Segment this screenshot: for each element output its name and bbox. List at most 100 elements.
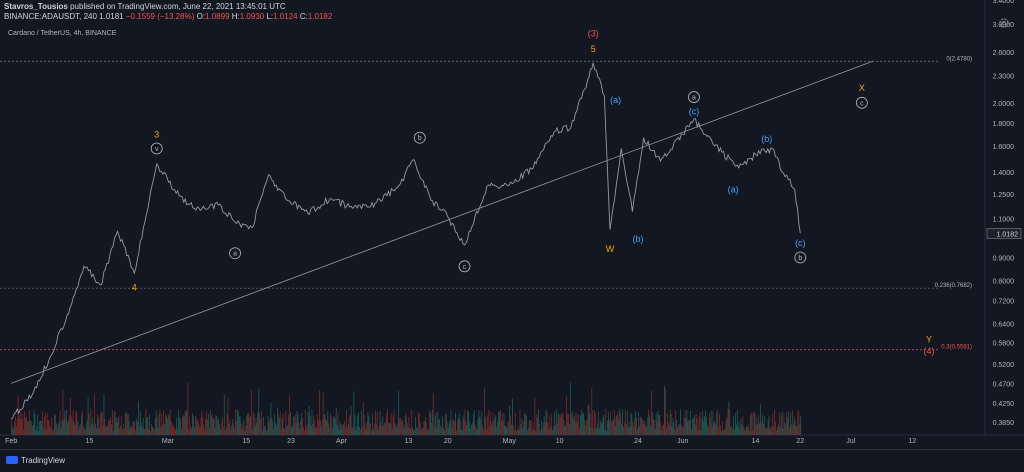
volume-bar (568, 413, 569, 435)
volume-bar (422, 427, 424, 435)
volume-bar (357, 416, 359, 435)
fib-level-label: 0.236(0.7682) (935, 283, 972, 289)
volume-bar (715, 424, 717, 435)
volume-bar (626, 410, 628, 435)
volume-bar (535, 430, 537, 435)
volume-bar (501, 412, 503, 435)
volume-bar (69, 397, 71, 435)
x-tick-label: 15 (86, 438, 94, 445)
tradingview-logo-icon (6, 456, 18, 464)
volume-bar (453, 420, 455, 435)
volume-bar (104, 419, 106, 435)
symbol-label[interactable]: BINANCE:ADAUSDT, 240 (4, 12, 97, 21)
volume-bar (240, 423, 242, 435)
volume-bar (107, 426, 109, 435)
volume-bar (276, 425, 277, 435)
volume-bar (386, 413, 387, 435)
volume-bar (283, 427, 285, 435)
volume-bar (384, 423, 386, 435)
volume-bar (144, 429, 146, 435)
volume-bar (423, 421, 425, 435)
volume-bar (119, 428, 121, 435)
volume-bar (497, 421, 498, 435)
volume-bar (443, 427, 444, 435)
volume-bar (608, 412, 609, 435)
volume-bar (454, 420, 456, 435)
volume-bar (407, 426, 409, 435)
volume-bar (388, 423, 389, 435)
volume-bar (533, 429, 535, 435)
volume-bar (244, 430, 246, 435)
volume-bar (374, 423, 375, 435)
volume-bar (319, 420, 321, 435)
volume-bar (782, 428, 784, 435)
volume-bar (208, 428, 210, 435)
volume-bar (792, 424, 794, 435)
volume-bar (332, 416, 334, 435)
volume-bar (354, 414, 356, 435)
volume-bar (75, 411, 77, 435)
volume-bar (499, 409, 501, 435)
volume-bar (718, 427, 720, 435)
volume-bar (732, 427, 734, 435)
volume-bar (471, 424, 472, 435)
volume-bar (527, 427, 529, 435)
volume-bar (786, 411, 788, 435)
volume-bar (142, 418, 144, 435)
volume-bar (364, 424, 366, 435)
volume-bar (69, 415, 70, 435)
volume-bar (597, 411, 599, 435)
volume-bar (277, 407, 278, 435)
volume-bar (506, 428, 508, 435)
wave-label: a (692, 95, 696, 102)
volume-bar (68, 419, 69, 435)
volume-bar (285, 410, 287, 435)
volume-bar (517, 426, 519, 435)
volume-bar (96, 428, 97, 435)
volume-bar (411, 409, 413, 435)
volume-bar (649, 415, 651, 435)
volume-bar (350, 406, 352, 435)
author-name[interactable]: Stavros_Tousios (4, 2, 68, 11)
volume-bar (765, 427, 767, 435)
volume-bar (250, 389, 252, 435)
volume-bar (370, 423, 372, 435)
volume-bar (471, 422, 473, 435)
volume-bar (198, 424, 200, 435)
volume-bar (316, 428, 318, 435)
volume-bar (273, 428, 275, 435)
volume-bar (416, 427, 417, 435)
volume-bar (143, 428, 145, 435)
volume-bar (200, 417, 202, 435)
volume-bar (704, 416, 706, 435)
y-tick-label: 0.8000 (993, 278, 1015, 285)
volume-bar (100, 411, 102, 435)
volume-bar (222, 427, 224, 435)
volume-bar (650, 425, 651, 435)
volume-bar (716, 412, 718, 435)
volume-bar (544, 422, 546, 435)
y-tick-label: 0.5200 (993, 362, 1015, 369)
volume-bar (418, 413, 420, 435)
volume-bar (270, 403, 272, 435)
high-label: H: (231, 12, 240, 21)
volume-bar (473, 410, 475, 435)
tradingview-logo[interactable]: TradingView (6, 456, 65, 465)
volume-bar (373, 429, 374, 435)
ohlc-header: BINANCE:ADAUSDT, 240 1.0181 −0.1559 (−13… (4, 12, 332, 21)
gear-icon[interactable] (998, 17, 1010, 29)
volume-bar (363, 414, 365, 435)
volume-bar (323, 415, 325, 435)
volume-bar (528, 420, 530, 435)
volume-bar (76, 412, 78, 435)
volume-bar (552, 430, 553, 435)
volume-bar (245, 425, 247, 435)
volume-bar (31, 425, 33, 435)
volume-bar (502, 420, 504, 435)
volume-bar (362, 402, 364, 435)
volume-bar (219, 424, 220, 435)
volume-bar (130, 426, 132, 435)
volume-bar (571, 411, 573, 435)
price-chart[interactable]: 3.4000 3.0000 2.6000 2.3000 2.0000 1.8000 1.60… (0, 0, 1024, 449)
volume-bar (277, 414, 279, 435)
